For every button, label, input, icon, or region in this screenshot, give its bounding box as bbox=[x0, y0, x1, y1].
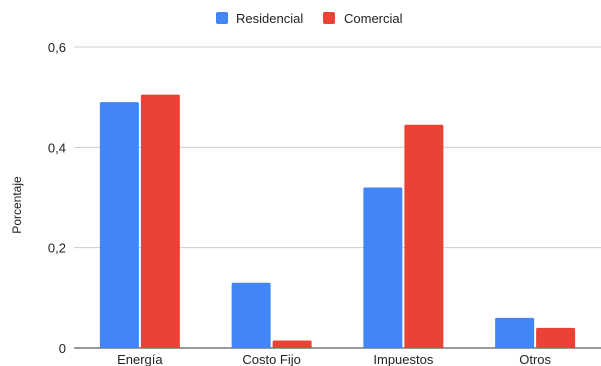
x-category-label: Energía bbox=[117, 352, 163, 366]
y-tick-label: 0,2 bbox=[48, 241, 66, 256]
x-category-label: Costo Fijo bbox=[242, 352, 301, 366]
bar-comercial-2 bbox=[404, 124, 444, 348]
bar-residencial-1 bbox=[231, 282, 271, 348]
legend-label-residencial: Residencial bbox=[236, 11, 303, 26]
bar-comercial-0 bbox=[140, 94, 180, 349]
bars bbox=[99, 94, 576, 349]
y-axis-title: Porcentaje bbox=[10, 176, 24, 234]
bar-residencial-2 bbox=[363, 187, 403, 348]
bar-residencial-3 bbox=[495, 317, 535, 348]
bar-comercial-3 bbox=[536, 327, 576, 348]
y-tick-label: 0,6 bbox=[48, 40, 66, 55]
bar-residencial-0 bbox=[99, 102, 139, 348]
legend-label-comercial: Comercial bbox=[344, 11, 403, 26]
legend-swatch-comercial bbox=[323, 12, 335, 24]
x-category-labels: Energía Costo Fijo Impuestos Otros bbox=[117, 352, 551, 366]
bar-comercial-1 bbox=[272, 340, 312, 348]
legend: Residencial Comercial bbox=[216, 11, 403, 26]
x-category-label: Otros bbox=[519, 352, 551, 366]
legend-swatch-residencial bbox=[216, 12, 228, 24]
y-tick-label: 0 bbox=[59, 341, 66, 356]
x-category-label: Impuestos bbox=[373, 352, 433, 366]
y-tick-labels: 0 0,2 0,4 0,6 bbox=[48, 40, 66, 356]
y-tick-label: 0,4 bbox=[48, 140, 66, 155]
